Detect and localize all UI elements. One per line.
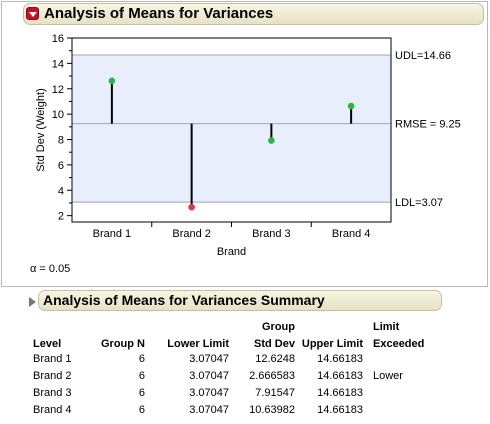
- y-tick-label: 8: [58, 135, 64, 147]
- cell-lower-limit: 3.07047: [189, 386, 229, 399]
- y-axis-label: Std Dev (Weight): [35, 88, 47, 172]
- anom-variance-chart: 2 4 6 8 10 12 14 16 Brand 1 Brand 2 Brand 3 Brand 4…: [35, 33, 461, 258]
- y-tick-label: 2: [58, 211, 64, 223]
- cell-upper-limit: 14.66183: [317, 403, 363, 416]
- table-row: Brand 2 6 3.07047 2.666583 14.66183 Lowe…: [33, 367, 449, 384]
- cell-group-n: 6: [138, 386, 145, 399]
- x-tick-label: Brand 4: [332, 228, 371, 240]
- cell-limit-exceeded: [363, 401, 449, 418]
- ldl-label: LDL=3.07: [395, 197, 443, 209]
- summary-header-bar[interactable]: [38, 290, 442, 311]
- red-triangle-menu-icon[interactable]: [26, 7, 39, 20]
- decision-band: [72, 55, 391, 203]
- cell-std-dev: 7.91547: [255, 386, 295, 399]
- x-axis-label: Brand: [217, 246, 246, 258]
- col-header-top: Limit: [373, 321, 400, 333]
- cell-upper-limit: 14.66183: [317, 352, 363, 365]
- col-header-top: Group: [262, 321, 295, 333]
- x-tick-label: Brand 1: [93, 228, 132, 240]
- y-tick-label: 4: [58, 185, 64, 197]
- col-header-level: Level: [33, 338, 62, 350]
- cell-std-dev: 12.6248: [255, 352, 295, 365]
- col-header-upper-limit: Upper Limit: [301, 338, 363, 350]
- cell-level: Brand 1: [33, 352, 72, 365]
- alpha-level: α = 0.05: [30, 263, 71, 275]
- center-line-label: RMSE = 9.25: [395, 119, 461, 131]
- cell-upper-limit: 14.66183: [317, 386, 363, 399]
- col-header-lower-limit: Lower Limit: [167, 338, 229, 350]
- table-row: Brand 1 6 3.07047 12.6248 14.66183: [33, 350, 449, 367]
- summary-table: Group Limit Level Group N Lower Limit St…: [33, 316, 449, 418]
- cell-upper-limit: 14.66183: [317, 369, 363, 382]
- col-header-top: [89, 316, 145, 333]
- cell-group-n: 6: [138, 403, 145, 416]
- cell-lower-limit: 3.07047: [189, 369, 229, 382]
- y-tick-label: 6: [58, 160, 64, 172]
- cell-group-n: 6: [138, 352, 145, 365]
- col-header-std-dev: Std Dev: [254, 338, 295, 350]
- summary-title: Analysis of Means for Variances Summary: [43, 292, 325, 308]
- cell-level: Brand 3: [33, 386, 72, 399]
- y-tick-label: 10: [52, 109, 64, 121]
- data-point: [347, 102, 355, 110]
- cell-limit-exceeded: Lower: [373, 369, 403, 382]
- col-header-limit-exceeded: Exceeded: [373, 338, 425, 350]
- cell-level: Brand 4: [33, 403, 72, 416]
- cell-lower-limit: 3.07047: [189, 403, 229, 416]
- cell-std-dev: 2.666583: [249, 369, 295, 382]
- cell-std-dev: 10.63982: [249, 403, 295, 416]
- y-tick-label: 14: [52, 58, 64, 70]
- col-header-top: [295, 316, 363, 333]
- table-row: Brand 4 6 3.07047 10.63982 14.66183: [33, 401, 449, 418]
- col-header-top: [145, 316, 229, 333]
- table-row: Brand 3 6 3.07047 7.91547 14.66183: [33, 384, 449, 401]
- udl-label: UDL=14.66: [395, 50, 451, 62]
- report-header-bar[interactable]: [23, 3, 484, 25]
- cell-lower-limit: 3.07047: [189, 352, 229, 365]
- col-header-top: [33, 316, 89, 333]
- data-point: [188, 203, 195, 211]
- data-point: [268, 137, 275, 144]
- summary-header-top-row: Group Limit: [33, 316, 449, 333]
- x-tick-label: Brand 2: [172, 228, 211, 240]
- y-tick-label: 12: [52, 84, 64, 96]
- cell-limit-exceeded: [363, 384, 449, 401]
- data-point: [108, 77, 116, 85]
- x-tick-label: Brand 3: [252, 228, 291, 240]
- summary-header-row: Level Group N Lower Limit Std Dev Upper …: [33, 333, 449, 350]
- report-title: Analysis of Means for Variances: [44, 5, 274, 22]
- y-tick-label: 16: [52, 33, 64, 45]
- cell-limit-exceeded: [363, 350, 449, 367]
- cell-group-n: 6: [138, 369, 145, 382]
- col-header-group-n: Group N: [101, 338, 145, 350]
- cell-level: Brand 2: [33, 369, 72, 382]
- disclosure-triangle-icon[interactable]: [29, 297, 36, 307]
